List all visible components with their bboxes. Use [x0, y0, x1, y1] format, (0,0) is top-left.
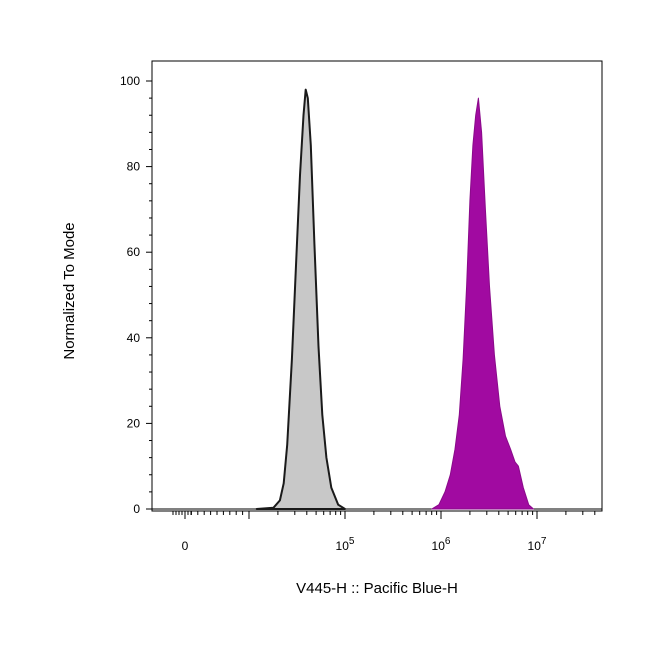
y-tick-label: 100	[120, 74, 140, 88]
y-tick-label: 80	[127, 160, 141, 174]
series-layer	[152, 88, 602, 510]
x-tick-label: 0	[182, 539, 189, 553]
y-axis-title: Normalized To Mode	[61, 222, 78, 359]
x-axis: 0 105 106 107	[172, 511, 596, 553]
x-tick-label: 107	[528, 536, 547, 553]
y-tick-label: 20	[127, 416, 141, 430]
y-tick-label: 60	[127, 245, 141, 259]
y-axis: 0 20 40 60 80 100	[120, 74, 152, 516]
plot-frame	[151, 60, 603, 512]
y-tick-label: 40	[127, 331, 141, 345]
histogram-series-1	[255, 88, 346, 510]
x-tick-label: 106	[432, 536, 451, 553]
y-tick-label: 0	[133, 502, 140, 516]
histogram-series-2	[431, 97, 534, 510]
x-axis-title: V445-H :: Pacific Blue-H	[296, 580, 458, 597]
x-tick-label: 105	[336, 536, 355, 553]
